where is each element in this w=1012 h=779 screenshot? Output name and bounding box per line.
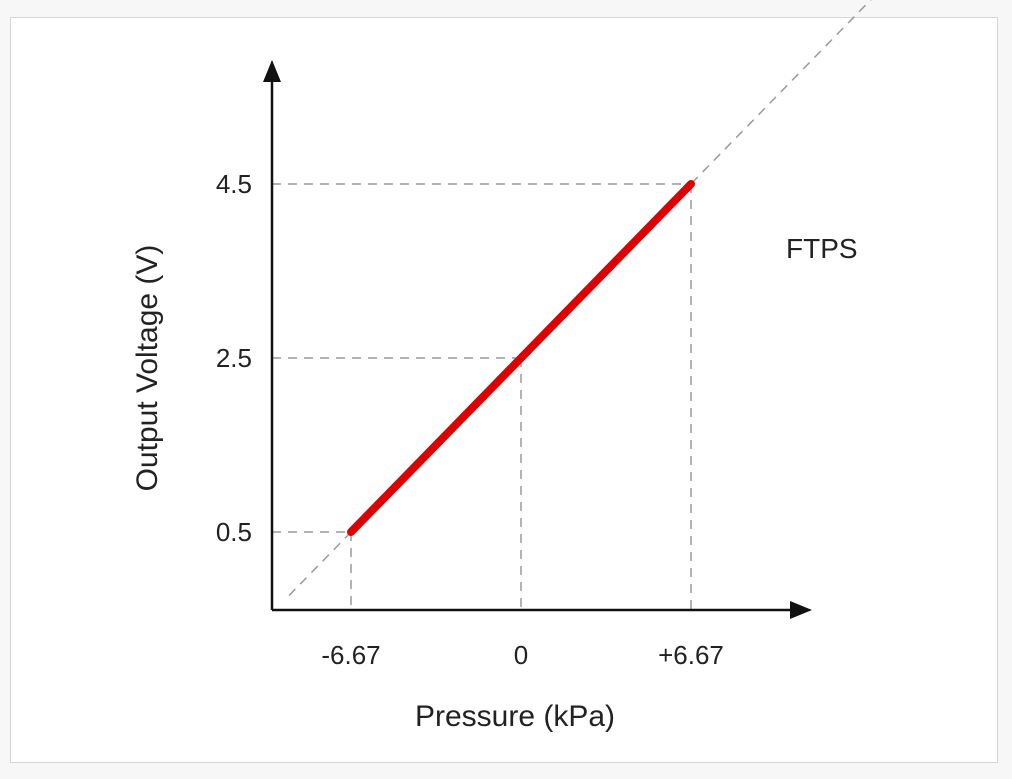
- x-tick-label: 0: [514, 640, 528, 670]
- x-tick-labels: -6.67 0 +6.67: [321, 640, 724, 670]
- y-axis-arrow-icon: [263, 60, 281, 82]
- y-tick-labels: 0.5 2.5 4.5: [216, 169, 252, 547]
- y-tick-label: 4.5: [216, 169, 252, 199]
- x-tick-label: +6.67: [658, 640, 724, 670]
- series-line: [347, 180, 695, 536]
- series-layer: [347, 180, 695, 536]
- chart-frame: [10, 17, 998, 763]
- x-tick-label: -6.67: [321, 640, 380, 670]
- x-axis-title: Pressure (kPa): [415, 700, 615, 733]
- x-axis-arrow-icon: [790, 601, 812, 619]
- y-tick-label: 0.5: [216, 517, 252, 547]
- ftps-annotation: FTPS: [786, 233, 858, 264]
- extension-line: [288, 0, 872, 597]
- y-axis-title: Output Voltage (V): [131, 245, 164, 492]
- y-tick-label: 2.5: [216, 343, 252, 373]
- guide-lines: [272, 183, 692, 610]
